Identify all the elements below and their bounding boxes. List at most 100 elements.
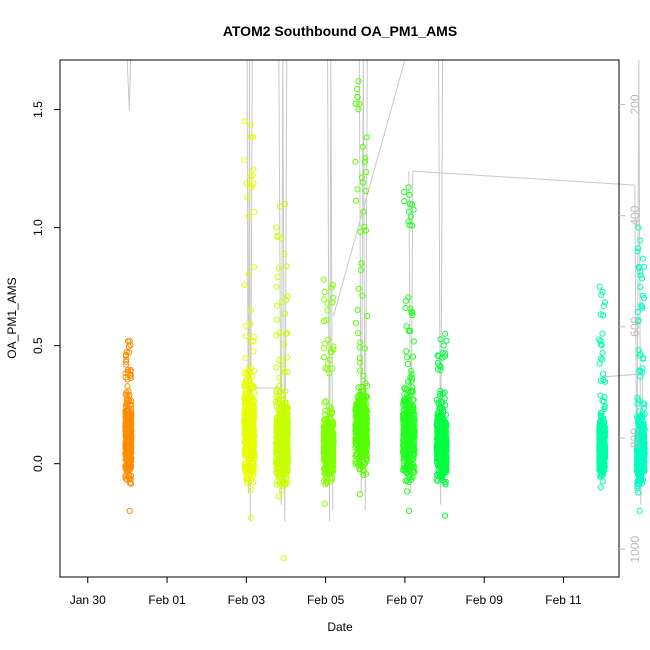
data-point bbox=[282, 399, 289, 406]
data-point bbox=[284, 437, 291, 444]
data-point bbox=[357, 228, 364, 235]
y2-tick-label: 400 bbox=[628, 205, 642, 225]
altitude-line bbox=[333, 59, 406, 316]
data-point bbox=[355, 384, 362, 391]
x-tick-label: Feb 01 bbox=[148, 593, 186, 607]
data-point bbox=[323, 469, 330, 476]
data-point bbox=[641, 454, 648, 461]
data-point bbox=[247, 307, 255, 314]
data-point bbox=[245, 447, 253, 454]
altitude-line bbox=[408, 171, 414, 494]
data-point bbox=[601, 404, 608, 411]
data-point bbox=[408, 378, 415, 385]
data-point bbox=[244, 389, 252, 397]
data-point bbox=[639, 467, 647, 474]
data-point bbox=[438, 423, 446, 430]
data-point bbox=[251, 208, 258, 216]
data-point bbox=[123, 361, 130, 368]
data-point bbox=[598, 410, 605, 417]
data-point bbox=[247, 122, 254, 129]
data-point bbox=[275, 415, 283, 422]
data-point bbox=[437, 471, 444, 478]
data-point bbox=[362, 380, 369, 387]
data-point bbox=[638, 468, 645, 475]
data-point bbox=[280, 450, 287, 457]
data-point bbox=[354, 330, 362, 337]
data-point bbox=[408, 406, 415, 413]
data-point bbox=[327, 428, 334, 435]
data-point bbox=[596, 283, 603, 290]
data-point bbox=[242, 333, 249, 340]
data-point bbox=[434, 448, 441, 455]
data-point bbox=[321, 500, 328, 507]
data-point bbox=[330, 459, 337, 466]
data-point bbox=[329, 434, 336, 441]
data-point bbox=[124, 466, 131, 473]
data-point bbox=[403, 348, 410, 355]
data-point bbox=[326, 356, 333, 363]
data-point bbox=[360, 441, 368, 448]
data-point bbox=[637, 454, 644, 461]
data-point bbox=[363, 454, 370, 461]
data-point bbox=[409, 384, 416, 391]
data-point bbox=[249, 430, 256, 437]
data-point bbox=[401, 197, 408, 205]
data-point bbox=[248, 486, 255, 493]
data-point bbox=[273, 316, 280, 323]
data-point bbox=[122, 423, 129, 431]
data-point bbox=[328, 410, 335, 417]
data-point bbox=[406, 395, 413, 403]
data-point bbox=[281, 369, 288, 376]
data-point bbox=[245, 213, 252, 220]
data-point bbox=[405, 507, 413, 514]
y-tick-label: 1.0 bbox=[31, 219, 45, 236]
data-point bbox=[122, 403, 130, 410]
data-point bbox=[409, 312, 416, 319]
x-tick-label: Feb 09 bbox=[466, 593, 504, 607]
data-point bbox=[405, 464, 413, 471]
data-point bbox=[601, 438, 608, 445]
y-axis: 0.0 0.5 1.0 1.5 bbox=[31, 101, 60, 472]
data-point bbox=[321, 289, 328, 296]
data-point bbox=[356, 354, 364, 361]
data-point bbox=[274, 399, 282, 406]
data-point bbox=[635, 408, 642, 415]
data-point bbox=[635, 317, 642, 324]
data-point bbox=[273, 393, 280, 400]
data-point bbox=[599, 330, 606, 337]
data-point bbox=[273, 364, 280, 371]
data-point bbox=[400, 431, 407, 438]
data-point bbox=[443, 429, 450, 437]
data-point bbox=[274, 232, 281, 239]
data-point bbox=[636, 442, 643, 449]
data-point bbox=[354, 462, 362, 469]
data-point bbox=[601, 405, 608, 413]
data-point bbox=[437, 442, 444, 449]
x-tick-label: Feb 03 bbox=[228, 593, 266, 607]
data-point bbox=[401, 384, 409, 391]
data-point bbox=[436, 462, 443, 469]
data-point bbox=[357, 400, 364, 407]
data-point bbox=[280, 555, 287, 562]
data-point bbox=[245, 410, 252, 417]
data-point bbox=[361, 223, 368, 230]
data-point bbox=[439, 416, 446, 423]
data-point bbox=[635, 245, 642, 252]
data-point bbox=[124, 366, 132, 374]
data-point bbox=[330, 437, 337, 444]
data-point bbox=[362, 227, 370, 234]
data-point bbox=[123, 470, 131, 477]
data-point bbox=[354, 407, 361, 415]
data-point bbox=[407, 387, 415, 394]
data-point bbox=[638, 480, 646, 487]
data-point bbox=[280, 479, 287, 486]
data-point bbox=[250, 416, 257, 423]
data-point bbox=[251, 384, 258, 391]
data-point bbox=[600, 302, 607, 310]
data-point bbox=[359, 394, 366, 401]
data-point bbox=[245, 369, 252, 376]
data-point bbox=[403, 410, 410, 417]
data-point bbox=[600, 376, 607, 384]
data-point bbox=[409, 428, 416, 435]
data-point bbox=[361, 158, 369, 165]
